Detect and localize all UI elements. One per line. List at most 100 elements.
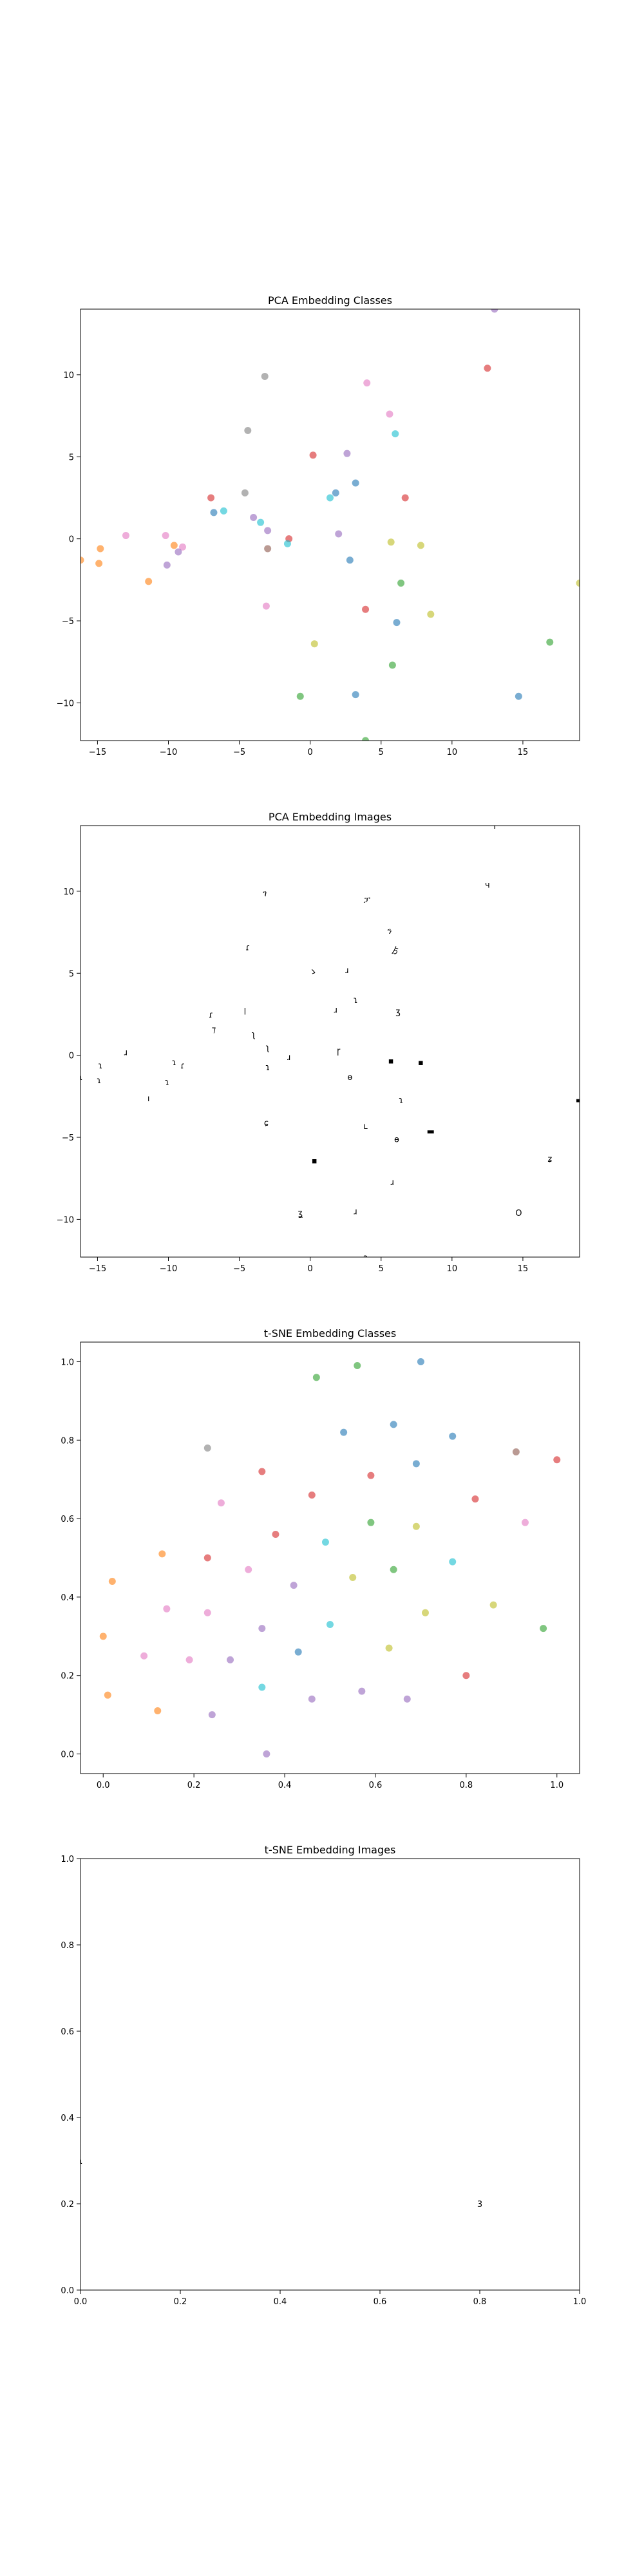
image-glyph: ▪: [312, 1157, 317, 1166]
image-glyph: ɿ: [97, 1076, 101, 1086]
data-point: [327, 1621, 334, 1629]
data-point: [393, 619, 401, 627]
data-point: [227, 1656, 234, 1663]
data-point: [185, 1656, 193, 1663]
image-glyph: ɿ: [399, 1095, 403, 1105]
data-point: [427, 611, 435, 618]
axes-frame: [80, 1341, 580, 1774]
data-point: [412, 1522, 420, 1530]
data-point: [163, 561, 171, 569]
x-tick-label: 0.8: [460, 1781, 473, 1790]
data-point: [217, 1499, 225, 1507]
image-glyph: 3: [477, 2200, 482, 2210]
data-point: [175, 548, 182, 556]
data-point: [421, 1609, 429, 1616]
data-point: [417, 1358, 424, 1365]
data-point: [349, 1573, 357, 1581]
data-point: [122, 532, 129, 540]
data-point: [386, 410, 393, 418]
data-point: [449, 1558, 457, 1566]
x-tick-label: 15: [518, 1264, 529, 1274]
axes-frame: [80, 308, 580, 741]
y-tick-label: 0.2: [61, 1672, 74, 1681]
data-point: [367, 1472, 375, 1479]
y-tick-label: 0: [69, 535, 74, 545]
data-point: [264, 545, 272, 553]
plot-area: 3ɿ: [80, 2157, 482, 2210]
y-tick-label: 0.8: [61, 1436, 74, 1446]
image-glyph: ፓ: [364, 896, 371, 905]
data-point: [170, 542, 178, 549]
data-point: [362, 737, 370, 741]
data-point: [294, 1648, 302, 1656]
x-tick-label: 0.6: [374, 2297, 387, 2307]
x-tick-label: 0.2: [187, 1781, 201, 1790]
data-point: [145, 578, 153, 585]
image-glyph: ▬: [427, 1127, 435, 1137]
image-glyph: ɿ: [265, 1063, 270, 1072]
y-tick-label: 5: [69, 969, 74, 979]
y-tick-label: 0.4: [61, 1593, 74, 1603]
data-point: [204, 1444, 211, 1452]
data-point: [489, 1601, 497, 1609]
x-tick-label: 1.0: [550, 1781, 564, 1790]
image-glyph: ɂ: [363, 1253, 367, 1263]
data-point: [397, 579, 405, 587]
data-point: [97, 545, 104, 553]
data-point: [401, 494, 409, 502]
image-glyph: ɹ: [354, 1208, 357, 1217]
x-tick-label: 0: [308, 1264, 313, 1274]
image-glyph: ı: [147, 1094, 150, 1104]
data-point: [263, 1750, 270, 1758]
data-point: [390, 1421, 397, 1428]
x-tick-label: 0.4: [278, 1781, 292, 1790]
data-point: [417, 542, 424, 549]
x-tick-label: 0: [308, 748, 313, 757]
image-glyph: ɿ: [98, 1061, 102, 1071]
image-glyph: ゝ: [309, 968, 317, 978]
data-point: [95, 560, 103, 567]
y-tick-label: 0.6: [61, 2027, 74, 2037]
x-tick-label: −10: [160, 1264, 177, 1274]
data-point: [352, 691, 359, 699]
data-point: [258, 1683, 266, 1691]
data-point: [576, 579, 580, 587]
data-point: [296, 692, 304, 700]
data-point: [387, 538, 395, 546]
data-point: [335, 530, 343, 538]
data-point: [258, 1625, 266, 1633]
data-point: [283, 540, 291, 547]
y-tick-label: −5: [62, 617, 74, 627]
image-glyph: ን: [388, 927, 392, 936]
x-tick-label: 15: [518, 748, 529, 757]
image-glyph: ገ: [263, 889, 267, 898]
data-point: [104, 1691, 111, 1699]
image-glyph: ▪: [388, 1056, 394, 1066]
data-point: [162, 532, 169, 540]
tsne-classes-chart: t-SNE Embedding Classes 0.0 0.2 0.4 0.6 0.8 1.…: [61, 1327, 580, 1790]
x-tick-label: 10: [447, 1264, 458, 1274]
x-tick-label: 10: [447, 748, 458, 757]
data-point: [241, 489, 249, 497]
data-point: [158, 1550, 166, 1558]
x-tick-label: −5: [233, 1264, 245, 1274]
x-tick-label: 5: [379, 1264, 384, 1274]
chart-title: t-SNE Embedding Classes: [264, 1327, 396, 1340]
data-point: [258, 1468, 266, 1475]
image-glyph: ʒ: [395, 1007, 401, 1017]
data-point: [310, 640, 318, 648]
x-tick-label: 1.0: [573, 2297, 587, 2307]
data-point: [462, 1672, 470, 1680]
y-tick-label: −10: [57, 1215, 74, 1225]
pca-images-chart: PCA Embedding Images ч ፓ ገ ን ɾ ゟゝ ɹ ɿ ʒ ɾ ꞁ ɹ ⁊ ʅʅ ɹ ɼ ɹ ▪…: [57, 811, 580, 1274]
y-tick-label: 0.6: [61, 1515, 74, 1524]
data-point: [163, 1605, 171, 1613]
data-point: [207, 494, 215, 502]
data-point: [245, 1566, 252, 1573]
chart-title: PCA Embedding Images: [269, 811, 392, 823]
image-glyph: ʅ: [252, 1030, 256, 1040]
pca-classes-panel: PCA Embedding Classes −15 −10 −5 0 5 10 15 −10 −5…: [0, 290, 644, 757]
pca-images-panel: PCA Embedding Images ч ፓ ገ ን ɾ ゟゝ ɹ ɿ ʒ ɾ ꞁ ɹ ⁊ ʅ ʅ ɹ ɼ ɹ ▪…: [0, 806, 644, 1274]
